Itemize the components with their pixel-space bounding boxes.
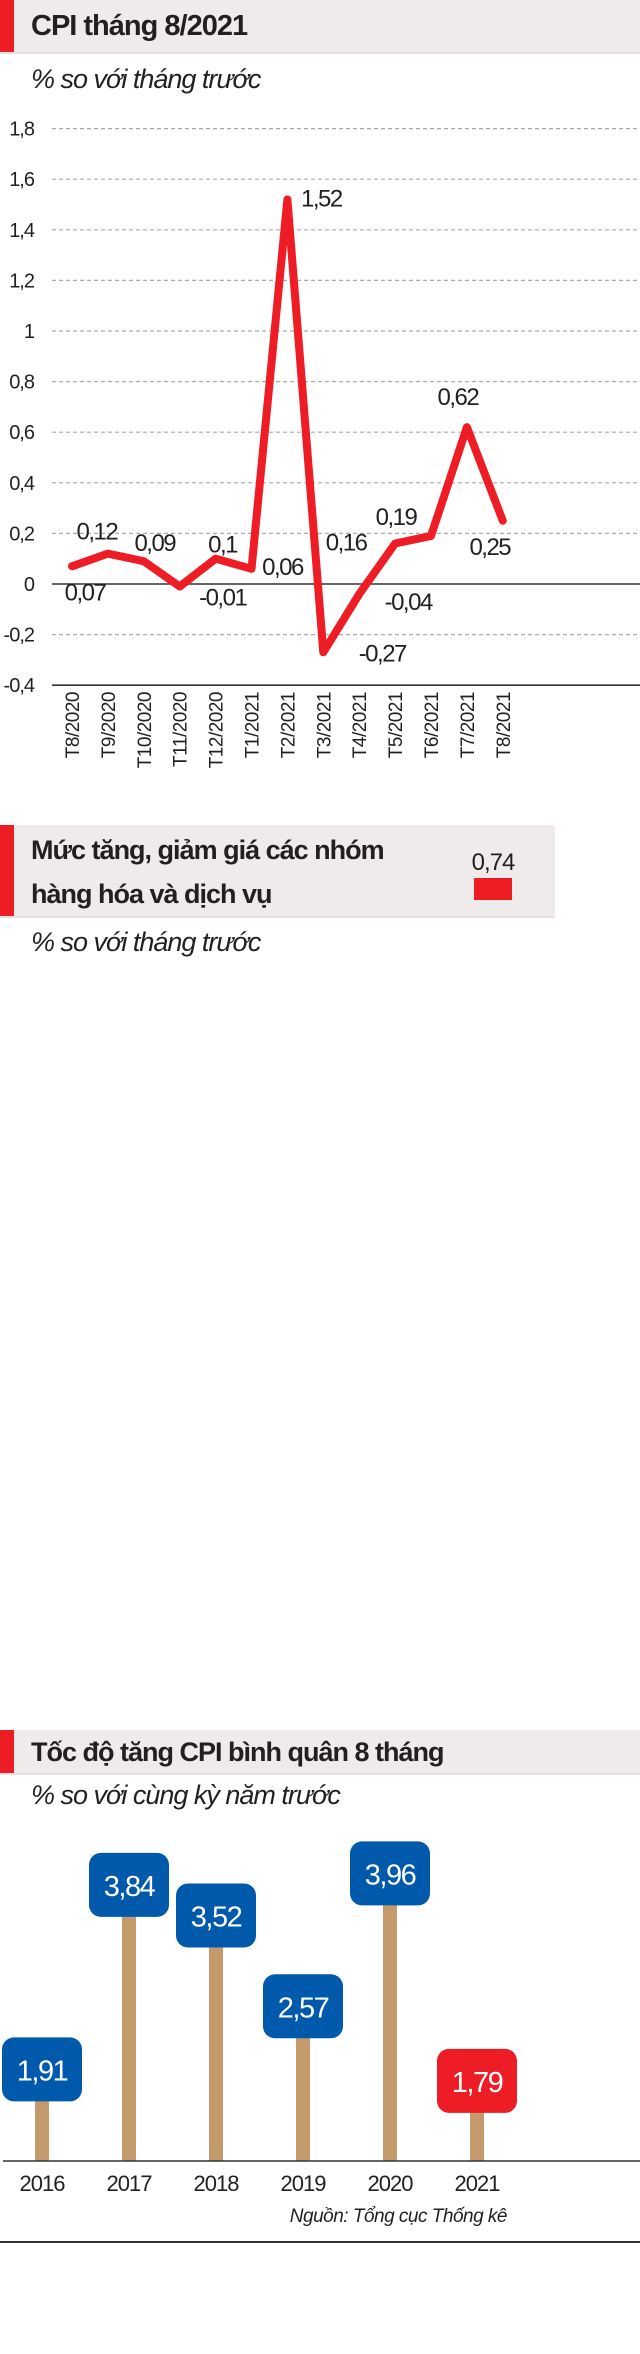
- data-point: [178, 585, 181, 588]
- data-point: [106, 552, 109, 555]
- group-bar-chart: ✚−0,06Giao thông((A))−0,05Bưu chính viễn…: [472, 849, 516, 900]
- data-label: 3,52: [191, 1901, 242, 1933]
- data-point: [250, 567, 253, 570]
- data-label: 0,62: [438, 384, 480, 411]
- data-label: 0,12: [77, 519, 119, 546]
- data-point: [465, 426, 468, 429]
- data-point: [142, 560, 145, 563]
- year-label: 2020: [368, 2171, 414, 2196]
- y-tick-label: 1,6: [9, 169, 35, 191]
- y-tick-label: -0,2: [4, 625, 35, 647]
- data-label: 3,96: [365, 1859, 416, 1891]
- year-label: 2018: [194, 2171, 240, 2196]
- lollipop-stem: [209, 1903, 223, 2161]
- data-label: 1,52: [301, 185, 343, 212]
- y-tick-label: 1,8: [9, 119, 35, 141]
- value-box: [176, 1883, 256, 1948]
- chart3-subtitle: % so với cùng kỳ năm trước: [31, 1780, 341, 1810]
- data-label: 1,91: [17, 2055, 68, 2087]
- year-label: 2017: [107, 2171, 153, 2196]
- data-point: [71, 565, 73, 568]
- data-label: 0,19: [376, 504, 418, 531]
- chart1-header: CPI tháng 8/2021: [0, 0, 640, 54]
- chart2-title-line1: Mức tăng, giảm giá các nhóm: [31, 835, 385, 865]
- data-label: 1,79: [452, 2067, 503, 2099]
- x-tick-label: T8/2021: [494, 692, 515, 758]
- data-point: [501, 519, 504, 522]
- data-label: 0,25: [469, 534, 511, 561]
- x-tick-label: T11/2020: [171, 692, 192, 767]
- chart2-subtitle: % so với tháng trước: [31, 927, 261, 957]
- data-label: 0,1: [208, 532, 238, 559]
- chart2-title-line2: hàng hóa và dịch vụ: [31, 879, 273, 909]
- x-tick-label: T12/2020: [207, 692, 228, 768]
- x-tick-label: T2/2021: [278, 692, 299, 758]
- data-label: -0,01: [199, 585, 247, 612]
- y-tick-label: 1,2: [9, 270, 35, 292]
- year-label: 2016: [20, 2171, 66, 2196]
- cpi-line-chart: 1,8 1,6 1,4 1,2 1 0,8 0,6 0,4 0,2 0 -0,2 -0,4 0,07 T8…: [4, 119, 640, 768]
- chart2-header: Mức tăng, giảm giá các nhóm hàng hóa và …: [0, 825, 555, 918]
- data-label: -0,04: [385, 589, 433, 616]
- y-tick-label: 0,8: [9, 372, 35, 394]
- x-tick-label: T9/2020: [99, 692, 120, 758]
- data-label: 2,57: [278, 1992, 329, 2024]
- data-point: [214, 557, 217, 560]
- x-tick-label: T6/2021: [422, 692, 443, 758]
- data-label: 0,74: [472, 849, 515, 876]
- y-tick-label: 0,2: [9, 523, 35, 545]
- source-note: Nguồn: Tổng cục Thống kê: [289, 2206, 508, 2227]
- value-box: [350, 1841, 430, 1906]
- value-box: [89, 1852, 169, 1917]
- y-tick-label: 1,4: [9, 220, 35, 242]
- x-tick-label: T7/2021: [458, 692, 479, 758]
- data-label: 0,06: [262, 554, 304, 581]
- header-accent-bar: [0, 825, 14, 916]
- data-point: [394, 542, 397, 545]
- chart1-subtitle: % so với tháng trước: [31, 64, 261, 94]
- data-label: -0,27: [359, 640, 407, 667]
- x-tick-label: T3/2021: [314, 692, 335, 758]
- y-tick-label: 0,4: [9, 473, 35, 495]
- data-label: 3,84: [104, 1871, 156, 1903]
- x-tick-label: T10/2020: [135, 692, 156, 768]
- header-accent-bar: [0, 0, 14, 52]
- y-tick-label: 0: [24, 574, 35, 596]
- value-box: [263, 1974, 343, 2039]
- header-accent-bar: [0, 1730, 14, 1773]
- data-point: [322, 651, 325, 654]
- data-point: [358, 593, 361, 596]
- data-point: [430, 534, 432, 537]
- year-label: 2021: [455, 2171, 501, 2196]
- bar: [474, 878, 512, 900]
- chart3-title: Tốc độ tăng CPI bình quân 8 tháng: [31, 1737, 444, 1767]
- x-tick-label: T5/2021: [386, 692, 407, 758]
- data-point: [286, 198, 289, 201]
- lollipop-stem: [383, 1861, 397, 2161]
- bottom-divider: [0, 2241, 640, 2243]
- data-label: 0,09: [134, 530, 176, 557]
- lollipop-stem: [122, 1872, 136, 2161]
- data-label: 0,16: [326, 530, 368, 557]
- chart3-header: Tốc độ tăng CPI bình quân 8 tháng: [0, 1730, 640, 1775]
- y-tick-label: 0,6: [9, 422, 35, 444]
- y-tick-label: -0,4: [4, 675, 35, 697]
- y-tick-label: 1: [24, 321, 35, 343]
- value-box: [2, 2037, 82, 2102]
- data-label: 0,07: [65, 579, 107, 606]
- chart1-title: CPI tháng 8/2021: [31, 10, 248, 42]
- x-tick-label: T8/2020: [63, 692, 84, 758]
- x-tick-label: T1/2021: [243, 692, 264, 758]
- year-label: 2019: [281, 2171, 327, 2196]
- value-box: [437, 2048, 517, 2113]
- x-tick-label: T4/2021: [350, 692, 371, 758]
